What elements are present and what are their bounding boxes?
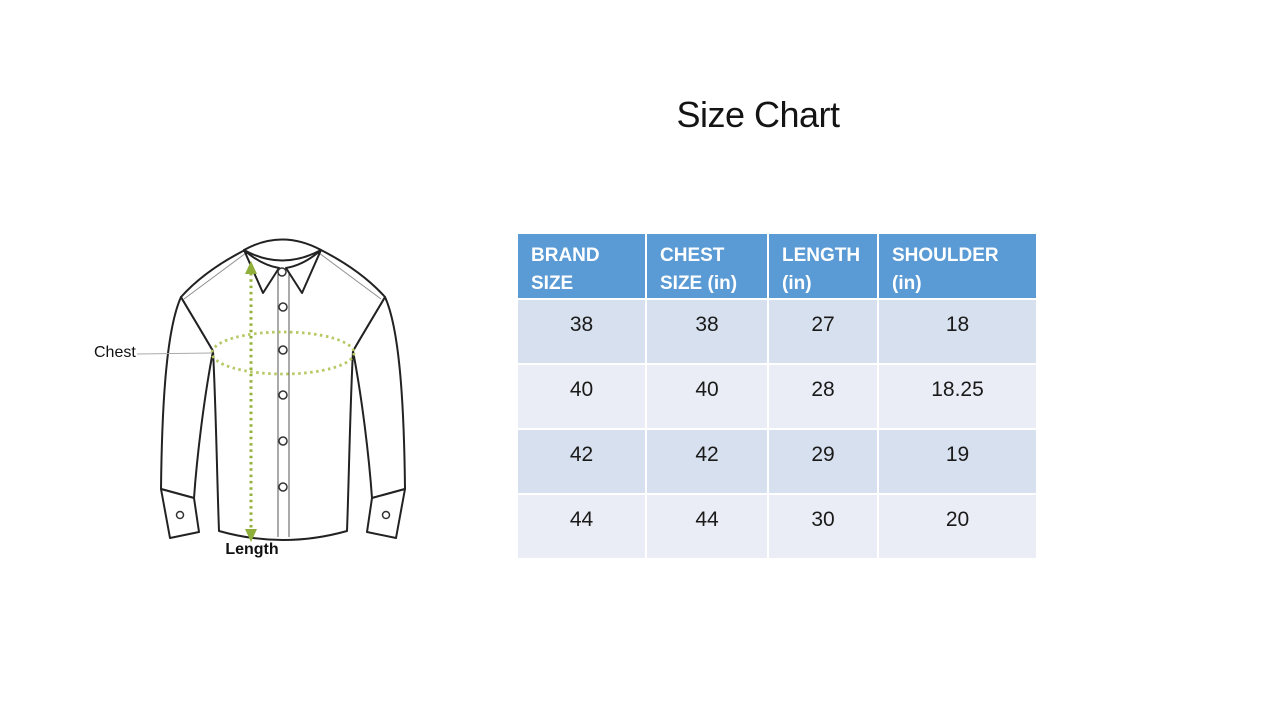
cell-shoulder: 20 [877,493,1038,560]
left-cuff-button [175,510,185,520]
header-length: LENGTH (in) [767,232,879,300]
header-line: LENGTH [782,245,861,266]
length-arrow-down [245,529,257,542]
cell-length: 27 [767,298,879,365]
collar-right-point [285,249,322,294]
placket-button [278,345,288,355]
cell-shoulder: 18.25 [877,363,1038,430]
length-measure-label: Length [225,541,279,558]
header-brand-size: BRAND SIZE [516,232,647,300]
cell-brand-size: 40 [516,363,647,430]
placket-button [278,302,288,312]
cell-shoulder: 18 [877,298,1038,365]
cell-brand-size: 38 [516,298,647,365]
header-line: SIZE [531,273,574,294]
header-line: CHEST [660,245,725,266]
header-shoulder: SHOULDER (in) [877,232,1038,300]
header-line: SIZE (in) [660,273,738,294]
length-arrow-up [245,261,257,274]
collar-button [277,267,287,277]
placket-button [278,482,288,492]
header-line: (in) [782,273,812,294]
table-row: 38 38 27 18 [516,298,1038,365]
table-row: 44 44 30 20 [516,493,1038,560]
chest-pointer-line [136,352,213,355]
header-line: SHOULDER [892,245,999,266]
table-header-row: BRAND SIZE CHEST SIZE (in) LENGTH (in) S… [516,232,1038,300]
cell-chest-size: 40 [645,363,769,430]
chest-measure-label: Chest [94,344,136,361]
cell-length: 28 [767,363,879,430]
placket-button [278,390,288,400]
table-row: 42 42 29 19 [516,428,1038,495]
cell-length: 30 [767,493,879,560]
right-cuff-button [381,510,391,520]
header-chest-size: CHEST SIZE (in) [645,232,769,300]
cell-length: 29 [767,428,879,495]
left-shoulder-seam [183,252,247,300]
shirt-illustration [75,218,445,588]
right-shoulder-seam [318,252,382,300]
cell-chest-size: 42 [645,428,769,495]
button-placket [277,270,290,537]
cell-chest-size: 38 [645,298,769,365]
size-table: BRAND SIZE CHEST SIZE (in) LENGTH (in) S… [516,232,1038,560]
cell-chest-size: 44 [645,493,769,560]
placket-button [278,436,288,446]
cell-shoulder: 19 [877,428,1038,495]
header-line: (in) [892,273,922,294]
cell-brand-size: 44 [516,493,647,560]
page-title: Size Chart [676,94,840,135]
table-row: 40 40 28 18.25 [516,363,1038,430]
shirt-diagram-svg [136,238,406,542]
cell-brand-size: 42 [516,428,647,495]
collar-left-point [243,249,280,294]
chest-measure-ellipse [210,330,356,376]
header-line: BRAND [531,245,600,266]
